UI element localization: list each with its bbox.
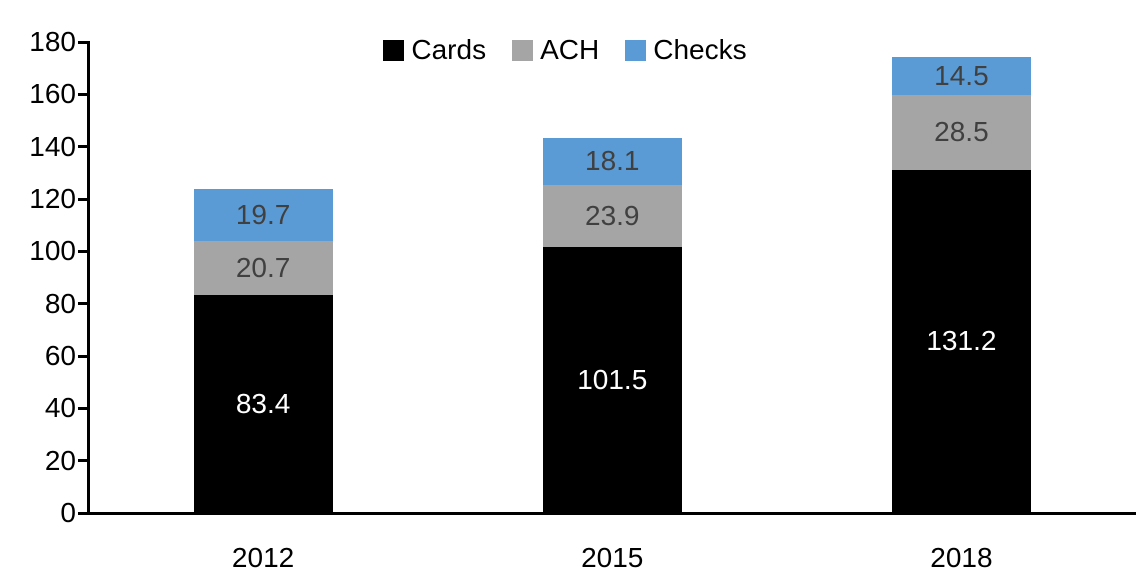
bar-value-label: 131.2 [926,325,997,357]
bar-value-label: 19.7 [235,198,291,230]
bar-value-label: 83.4 [235,387,291,419]
bar-segment-checks-2018 [891,57,1031,96]
y-axis-tick-mark [78,40,88,44]
bar-segment-cards-2018 [891,169,1031,513]
legend-item-checks: Checks [625,34,747,65]
bar-value-label: 14.5 [934,60,989,92]
bar-value-label: 18.1 [585,145,640,177]
bar-value-label: 101.5 [577,364,648,396]
bar-segment-checks-2012 [193,189,333,241]
y-axis-tick-mark [78,302,88,306]
bar-segment-ach-2015 [542,184,682,248]
x-axis-line [87,511,1136,515]
y-axis-tick-label: 180 [29,26,76,57]
y-axis-tick-label: 100 [29,235,76,267]
legend-label: ACH [540,34,600,65]
legend-item-cards: Cards [383,35,486,65]
y-axis-tick-label: 20 [44,444,76,476]
legend-label: Checks [653,34,747,65]
x-axis-category-label: 2012 [231,542,295,573]
bar-value-label: 20.7 [235,251,291,283]
y-axis-tick-label: 60 [44,340,76,371]
y-axis-tick-label: 80 [44,287,76,319]
y-axis-tick-label: 40 [44,392,76,424]
y-axis-tick-label: 140 [29,130,76,162]
y-axis-tick-mark [78,92,88,96]
chart-legend: Cards ACH Checks [0,34,1130,66]
legend-swatch-checks [625,39,647,61]
y-axis-tick-label: 160 [29,78,76,110]
bar-segment-cards-2012 [193,294,333,513]
y-axis-tick-mark [78,249,88,253]
y-axis-tick-mark [78,406,88,410]
bar-segment-checks-2015 [542,137,682,185]
y-axis-tick-label: 120 [29,183,76,214]
y-axis-tick-mark [78,459,88,463]
bar-segment-cards-2015 [542,247,682,513]
bar-value-label: 23.9 [585,200,640,232]
legend-swatch-ach [512,39,534,61]
y-axis-tick-mark [78,354,88,358]
y-axis-tick-mark [78,511,88,515]
y-axis-line [87,41,90,515]
legend-item-ach: ACH [512,35,599,65]
y-axis-tick-label: 0 [60,497,76,528]
y-axis-tick-mark [78,197,88,201]
x-axis-category-label: 2018 [930,542,993,573]
y-axis-tick-mark [78,145,88,149]
x-axis-category-label: 2015 [581,542,644,573]
legend-swatch-cards [383,39,405,61]
legend-label: Cards [411,34,487,65]
bar-value-label: 28.5 [934,116,989,148]
bar-segment-ach-2012 [193,240,333,295]
bar-segment-ach-2018 [891,95,1031,170]
